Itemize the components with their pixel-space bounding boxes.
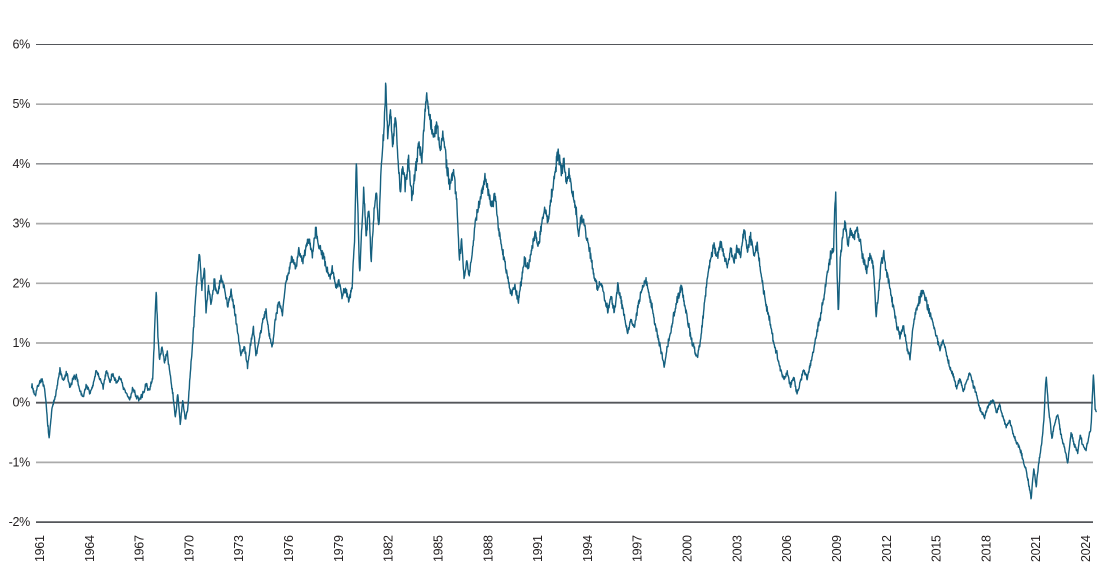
x-axis-label-1973: 1973	[232, 535, 246, 562]
y-axis-label-0%: 0%	[13, 396, 31, 410]
x-axis-label-1970: 1970	[182, 535, 196, 562]
x-axis-label-1964: 1964	[83, 535, 97, 562]
series-line-spread	[31, 82, 1097, 500]
y-axis-label--2%: -2%	[9, 515, 31, 529]
x-axis-label-1967: 1967	[133, 535, 147, 562]
y-axis-label-5%: 5%	[13, 97, 31, 111]
x-axis-label-1994: 1994	[581, 535, 595, 562]
x-axis-label-2024: 2024	[1079, 535, 1093, 562]
x-axis-label-2021: 2021	[1029, 535, 1043, 562]
x-axis-label-2003: 2003	[730, 535, 744, 562]
x-axis-label-1982: 1982	[382, 535, 396, 562]
y-axis-label-3%: 3%	[13, 217, 31, 231]
y-axis-labels: 6% 5% 4% 3% 2% 1% 0% -1% -2%	[9, 38, 31, 530]
data-series	[31, 82, 1097, 500]
x-axis-label-1997: 1997	[631, 535, 645, 562]
y-axis-label-2%: 2%	[13, 276, 31, 290]
gridlines	[36, 44, 1093, 523]
y-axis-label-4%: 4%	[13, 157, 31, 171]
x-axis-label-1979: 1979	[332, 535, 346, 562]
x-axis-label-2009: 2009	[830, 535, 844, 562]
x-axis-label-1988: 1988	[481, 535, 495, 562]
x-axis-label-2000: 2000	[681, 535, 695, 562]
x-axis-label-1961: 1961	[33, 535, 47, 562]
x-axis-label-1976: 1976	[282, 535, 296, 562]
x-axis-labels: 1961 1964 1967 1970 1973 1976 1979 1982 1985 1988…	[33, 535, 1093, 562]
y-axis-label-1%: 1%	[13, 336, 31, 350]
x-axis-label-2015: 2015	[930, 535, 944, 562]
x-axis-label-1991: 1991	[531, 535, 545, 562]
x-axis-label-2006: 2006	[780, 535, 794, 562]
y-axis-label-6%: 6%	[13, 38, 31, 52]
x-axis-label-1985: 1985	[431, 535, 445, 562]
y-axis-label--1%: -1%	[9, 455, 31, 469]
x-axis-label-2018: 2018	[979, 535, 993, 562]
x-axis-label-2012: 2012	[880, 535, 894, 562]
